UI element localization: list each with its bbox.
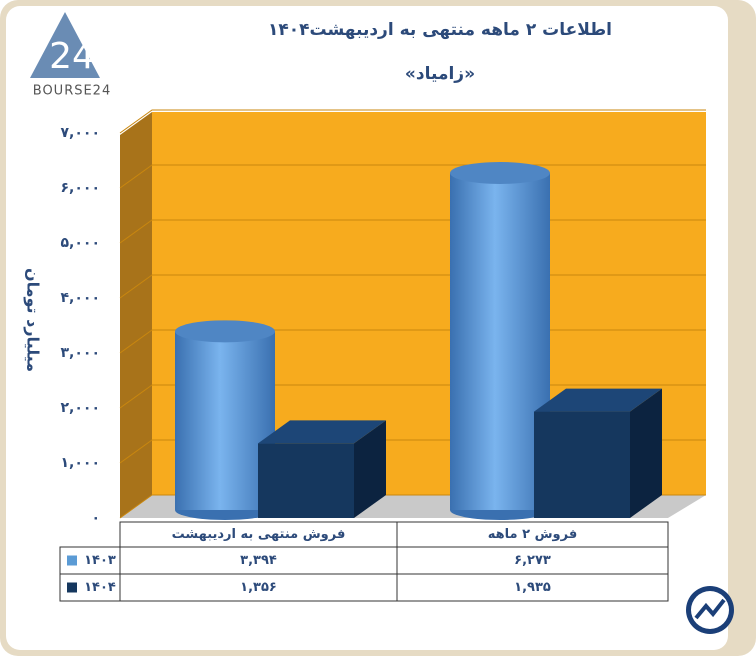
value-label: ۱,۳۵۶ xyxy=(240,580,277,595)
legend-swatch xyxy=(67,555,77,566)
y-tick-label: ۷,۰۰۰ xyxy=(61,125,101,141)
bar-top xyxy=(258,420,386,444)
value-label: ۶,۲۷۳ xyxy=(514,553,551,568)
legend-label: ۱۴۰۴ xyxy=(84,580,116,595)
bar xyxy=(534,411,630,518)
bar-cap xyxy=(175,320,275,343)
legend-swatch xyxy=(67,582,77,593)
chart-subtitle: «زامیاد» xyxy=(405,64,475,84)
bar-cap xyxy=(450,161,550,184)
grid-line xyxy=(119,109,706,134)
logo-number: 24 xyxy=(49,36,95,77)
bar-top xyxy=(534,388,662,412)
y-tick-label: ۶,۰۰۰ xyxy=(61,180,101,196)
bar xyxy=(258,443,354,518)
x-tick-label: فروش منتهی به اردیبهشت xyxy=(172,527,346,542)
bar xyxy=(450,172,550,511)
y-tick-label: ۵,۰۰۰ xyxy=(61,235,101,251)
bar-side xyxy=(354,420,386,518)
logo-text: BOURSE24 xyxy=(33,84,111,99)
y-tick-label: ۰ xyxy=(91,510,100,526)
bar-side xyxy=(630,388,662,518)
corner-icon-arrow xyxy=(694,598,726,620)
y-tick-label: ۱,۰۰۰ xyxy=(61,455,101,471)
legend-label: ۱۴۰۳ xyxy=(84,553,116,568)
value-label: ۱,۹۳۵ xyxy=(514,580,551,595)
x-tick-label: فروش ۲ ماهه xyxy=(488,527,577,542)
chart-title: اطلاعات ۲ ماهه منتهی به اردیبهشت۱۴۰۴ xyxy=(268,20,612,40)
logo-shape xyxy=(30,12,100,78)
y-tick-label: ۳,۰۰۰ xyxy=(61,345,101,361)
value-label: ۳,۳۹۴ xyxy=(240,553,277,568)
table-frame xyxy=(119,521,669,602)
y-axis-label: میلیارد تومان xyxy=(24,268,43,372)
y-tick-label: ۴,۰۰۰ xyxy=(61,290,101,306)
y-tick-label: ۲,۰۰۰ xyxy=(61,400,101,416)
side-wall xyxy=(120,112,152,518)
